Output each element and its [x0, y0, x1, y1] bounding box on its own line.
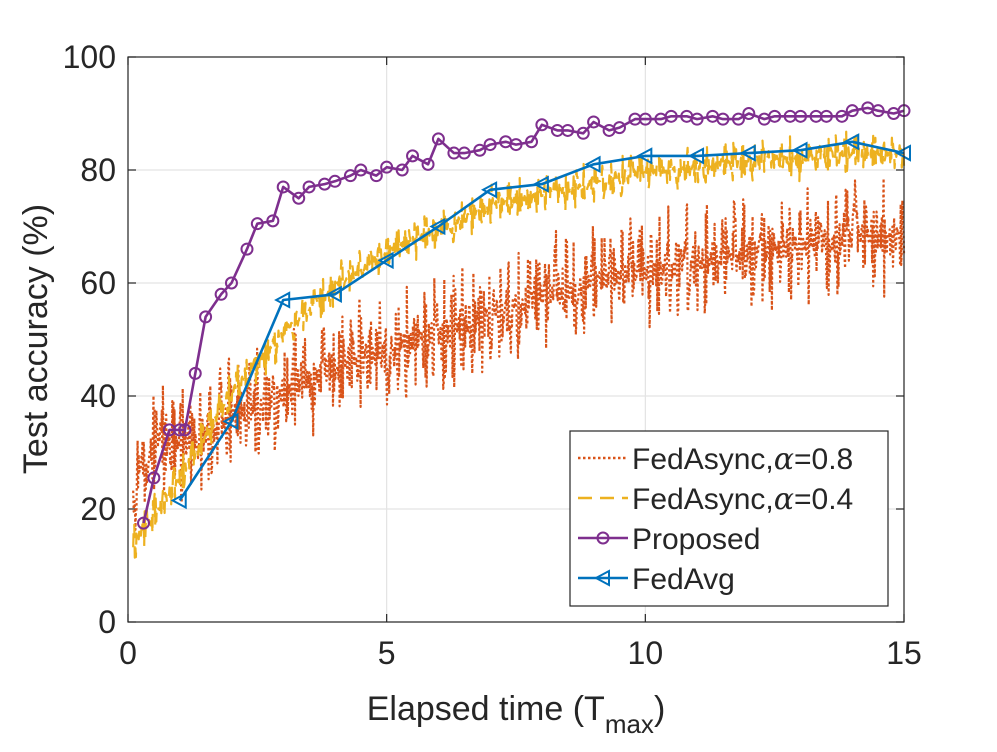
data-point [587, 115, 601, 129]
data-point [584, 155, 601, 174]
data-point [354, 163, 368, 177]
data-point [612, 121, 626, 135]
data-point [188, 366, 202, 380]
series-fedasync-0-8 [132, 177, 906, 531]
data-point [845, 104, 859, 118]
data-point [276, 180, 290, 194]
data-point [871, 104, 885, 118]
series-fedasync-0-4 [132, 130, 906, 559]
data-point [742, 107, 756, 120]
data-point [199, 310, 213, 324]
data-point [302, 180, 316, 194]
data-point [576, 126, 590, 140]
data-point [794, 109, 808, 123]
series-line [132, 177, 906, 531]
y-tick-label: 80 [80, 152, 116, 188]
data-point [481, 181, 498, 199]
legend-label: FedAsync,α=0.8 [632, 442, 853, 477]
data-point [687, 147, 705, 165]
data-point [328, 174, 342, 188]
legend-label: FedAsync,α=0.4 [632, 482, 853, 517]
legend-label: FedAvg [632, 563, 735, 596]
data-point [561, 123, 575, 137]
y-tick-label: 40 [80, 378, 116, 414]
data-point [266, 214, 280, 228]
data-point [292, 191, 306, 205]
series-proposed [137, 101, 911, 530]
series-line [178, 140, 905, 502]
tick-labels: 0 5 10 15 0 20 40 60 80 100 [63, 39, 922, 671]
data-point [137, 516, 151, 530]
legend-item: Proposed [578, 523, 760, 556]
x-axis-label-subscript: max [605, 709, 654, 739]
series-line [132, 130, 906, 559]
data-point [429, 217, 446, 236]
data-point [224, 276, 238, 290]
data-point [173, 423, 187, 437]
y-tick-label: 20 [80, 491, 116, 527]
data-point [843, 133, 860, 151]
data-point [222, 412, 239, 431]
data-point [406, 149, 420, 163]
data-point [178, 423, 192, 437]
legend-marker [596, 531, 610, 545]
data-point [240, 242, 254, 256]
data-point [457, 146, 471, 160]
plot-frame [127, 56, 905, 623]
legend-label: Proposed [632, 523, 760, 556]
data-point [716, 112, 730, 126]
data-point [369, 169, 383, 183]
data-point [483, 138, 497, 152]
y-tick-label: 0 [98, 604, 116, 640]
data-point [535, 118, 549, 132]
data-point [638, 112, 652, 126]
x-tick-label: 5 [378, 635, 396, 671]
data-point [819, 109, 833, 123]
x-tick-label: 10 [628, 635, 664, 671]
series-lines [132, 101, 911, 559]
legend: FedAsync,α=0.8 FedAsync,α=0.4 Proposed FedA… [569, 430, 889, 607]
data-point [525, 135, 539, 149]
legend-marker [593, 569, 610, 587]
data-point [325, 285, 342, 303]
x-tick-label: 0 [119, 635, 137, 671]
data-point [147, 471, 161, 485]
y-axis-label: Test accuracy (%) [17, 204, 55, 474]
data-point [395, 163, 409, 177]
data-point [250, 217, 264, 231]
data-point [739, 144, 756, 162]
data-point [690, 112, 704, 126]
data-point [421, 157, 435, 171]
legend-item: FedAvg [578, 563, 735, 596]
data-point [274, 291, 291, 309]
data-point [431, 132, 445, 146]
data-point [170, 491, 187, 510]
legend-item: FedAsync,α=0.8 [578, 442, 853, 477]
y-tick-label: 60 [80, 265, 116, 301]
data-point [636, 147, 653, 165]
y-tick-label: 100 [63, 39, 116, 75]
data-point [835, 109, 849, 123]
data-point [532, 175, 549, 193]
data-point [380, 160, 394, 174]
data-point [791, 141, 808, 159]
data-point [509, 138, 523, 152]
data-point [664, 109, 678, 123]
x-tick-label: 15 [886, 635, 922, 671]
x-axis-label: Elapsed time (Tmax) [367, 690, 666, 739]
data-point [731, 112, 745, 126]
data-point [343, 169, 357, 183]
data-point [768, 109, 782, 123]
data-point [473, 143, 487, 157]
series-line [142, 106, 905, 524]
legend-item: FedAsync,α=0.4 [578, 482, 853, 517]
data-point [214, 287, 228, 301]
data-point [377, 251, 394, 270]
